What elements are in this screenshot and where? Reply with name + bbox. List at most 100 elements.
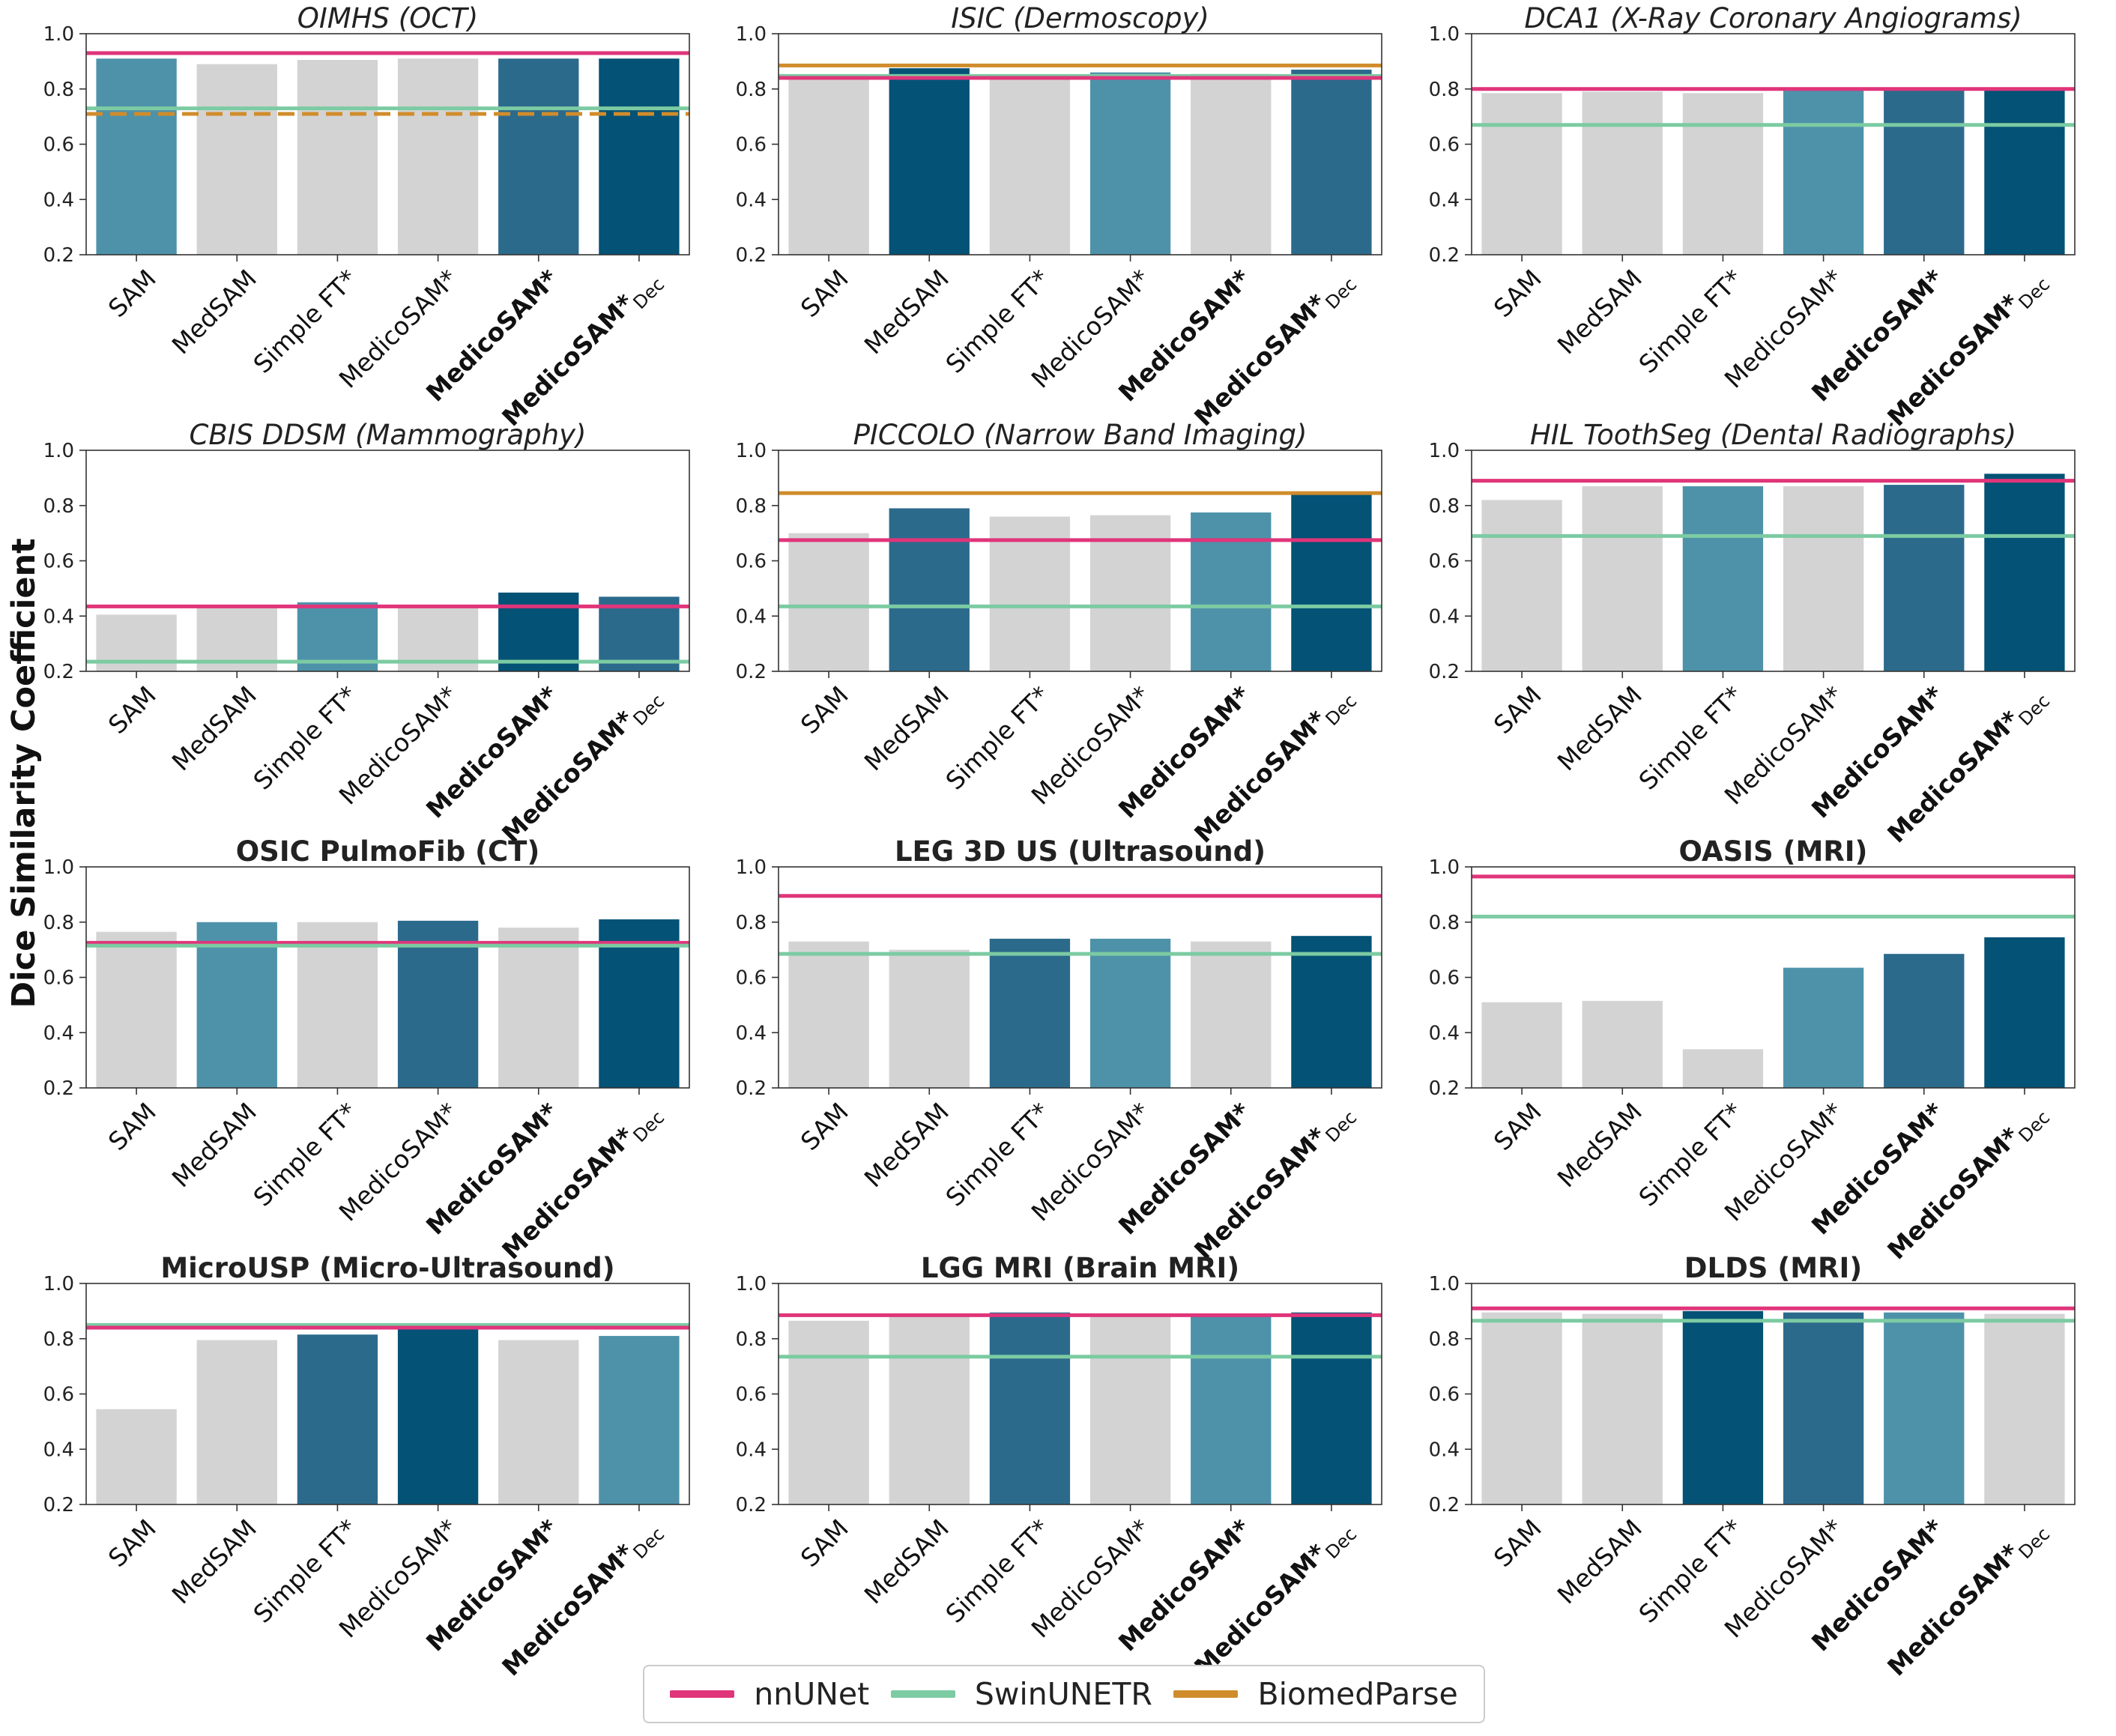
bar-2	[889, 68, 970, 255]
bar-5	[1884, 485, 1965, 671]
bar-4	[397, 58, 479, 255]
subplot-title: DCA1 (X-Ray Coronary Angiograms)	[1524, 2, 2022, 34]
bar-2	[1582, 1000, 1663, 1088]
subplot-title: MicroUSP (Micro-Ultrasound)	[160, 1252, 614, 1284]
y-tick-label: 0.4	[1429, 1022, 1460, 1044]
bar-1	[788, 78, 869, 255]
bar-5	[498, 928, 579, 1088]
x-tick-label-1: SAM	[1488, 1097, 1547, 1156]
y-tick-label: 1.0	[43, 23, 74, 46]
bar-5	[1884, 88, 1965, 255]
x-tick-label-2: MedSAM	[166, 264, 262, 360]
bar-1	[1481, 1002, 1562, 1088]
bar-4	[397, 920, 479, 1088]
bar-4	[1783, 1312, 1864, 1504]
x-tick-label-1: SAM	[103, 264, 162, 323]
bar-2	[1582, 486, 1663, 671]
subplot-title: OSIC PulmoFib (CT)	[236, 835, 540, 868]
x-tick-label-2: MedSAM	[1552, 1513, 1648, 1609]
y-tick-label: 0.6	[43, 1384, 74, 1406]
y-tick-label: 0.6	[1429, 1384, 1460, 1406]
y-tick-label: 0.4	[736, 605, 767, 628]
x-tick-label-2: MedSAM	[1552, 680, 1648, 776]
y-tick-label: 0.4	[1429, 605, 1460, 628]
y-tick-label: 0.4	[43, 189, 74, 211]
x-tick-label-1: SAM	[103, 1097, 162, 1156]
y-tick-label: 1.0	[736, 1273, 767, 1295]
bar-4	[1783, 967, 1864, 1088]
bar-2	[889, 949, 970, 1088]
subplot-title: ISIC (Dermoscopy)	[951, 2, 1209, 34]
legend-swatch-biomedparse	[1173, 1690, 1239, 1698]
x-tick-label-1: SAM	[1488, 680, 1547, 740]
bar-2	[1582, 1313, 1663, 1504]
bar-5	[498, 1340, 579, 1504]
bar-5	[498, 58, 579, 255]
subplot-title: LGG MRI (Brain MRI)	[921, 1252, 1239, 1284]
y-tick-label: 0.2	[736, 244, 767, 267]
y-tick-label: 0.6	[736, 1384, 767, 1406]
bar-5	[498, 592, 579, 671]
bar-6	[1984, 937, 2065, 1088]
y-tick-label: 1.0	[736, 440, 767, 462]
bar-3	[989, 938, 1071, 1088]
y-tick-label: 0.8	[736, 495, 767, 518]
y-tick-label: 0.4	[43, 1439, 74, 1461]
y-tick-label: 0.2	[1429, 1494, 1460, 1516]
x-tick-label-1: SAM	[795, 1097, 854, 1156]
subplot-title: LEG 3D US (Ultrasound)	[895, 835, 1266, 868]
y-tick-label: 0.6	[43, 967, 74, 990]
bar-5	[1884, 1312, 1965, 1504]
x-tick-label-1: SAM	[795, 1513, 854, 1573]
bar-3	[989, 516, 1071, 671]
bar-6	[599, 1336, 680, 1504]
y-tick-label: 1.0	[43, 1273, 74, 1295]
bar-3	[1682, 1049, 1764, 1088]
y-tick-label: 0.2	[1429, 661, 1460, 683]
legend-label-nnunet: nnUNet	[754, 1676, 870, 1712]
bar-3	[1682, 486, 1764, 671]
subplot-title: OIMHS (OCT)	[297, 2, 478, 34]
y-tick-label: 0.2	[43, 1494, 74, 1516]
x-tick-label-2: MedSAM	[859, 680, 955, 776]
y-tick-label: 0.8	[1429, 495, 1460, 518]
y-tick-label: 0.2	[1429, 244, 1460, 267]
bar-6	[1984, 1313, 2065, 1504]
x-tick-label-2: MedSAM	[166, 1097, 262, 1193]
legend-item-biomedparse: BiomedParse	[1173, 1676, 1458, 1712]
y-tick-label: 0.2	[736, 661, 767, 683]
bar-6	[1984, 474, 2065, 671]
y-tick-label: 0.8	[736, 79, 767, 101]
legend-item-swinunetr: SwinUNETR	[890, 1676, 1152, 1712]
bar-5	[1191, 1313, 1272, 1504]
y-tick-label: 0.8	[43, 495, 74, 518]
legend-swatch-swinunetr	[890, 1690, 955, 1698]
x-tick-label-1: SAM	[1488, 264, 1547, 323]
y-tick-label: 0.8	[43, 1328, 74, 1351]
y-tick-label: 1.0	[1429, 440, 1460, 462]
y-tick-label: 1.0	[1429, 856, 1460, 879]
subplot-title: PICCOLO (Narrow Band Imaging)	[853, 419, 1308, 451]
bar-4	[1089, 1315, 1171, 1504]
legend-swatch-nnunet	[670, 1690, 735, 1698]
bar-1	[1481, 1312, 1562, 1504]
x-tick-label-1: SAM	[795, 264, 854, 323]
bar-3	[297, 60, 378, 255]
y-tick-label: 1.0	[736, 23, 767, 46]
bar-4	[1089, 938, 1171, 1088]
bar-4	[1089, 72, 1171, 255]
bar-4	[1783, 486, 1864, 671]
y-tick-label: 0.4	[736, 1022, 767, 1044]
y-tick-label: 0.6	[736, 551, 767, 573]
y-tick-label: 0.8	[1429, 79, 1460, 101]
x-tick-label-2: MedSAM	[166, 680, 262, 776]
y-tick-label: 0.8	[1429, 912, 1460, 934]
y-tick-label: 0.8	[736, 1328, 767, 1351]
y-tick-label: 0.2	[1429, 1077, 1460, 1100]
y-tick-label: 0.6	[736, 967, 767, 990]
